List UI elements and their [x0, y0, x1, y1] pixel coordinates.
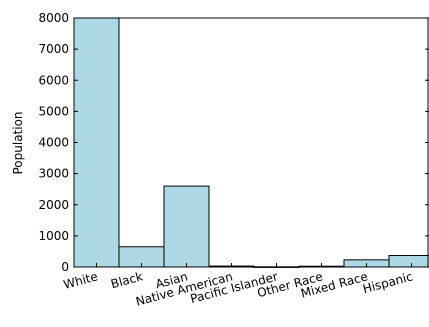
y-tick-label: 1000: [38, 229, 69, 243]
y-tick-label: 5000: [38, 104, 69, 118]
bars-group: [73, 17, 429, 268]
y-tick-label: 6000: [38, 73, 69, 87]
bar-white: [73, 17, 120, 268]
y-tick-label: 3000: [38, 167, 69, 181]
y-axis-ticks: 0 1000 2000 3000 4000 5000 6000 7000 8000: [38, 11, 429, 274]
y-tick-label: 4000: [38, 136, 69, 150]
bar-asian: [163, 185, 210, 268]
y-tick-label: 0: [61, 260, 69, 274]
y-tick-label: 7000: [38, 42, 69, 56]
y-tick-label: 2000: [38, 198, 69, 212]
y-axis-label: Population: [11, 111, 25, 174]
y-tick-label: 8000: [38, 11, 69, 25]
bar-hispanic: [388, 254, 429, 268]
x-tick-label-hispanic: Hispanic: [361, 269, 414, 296]
x-tick-label-black: Black: [109, 269, 144, 291]
